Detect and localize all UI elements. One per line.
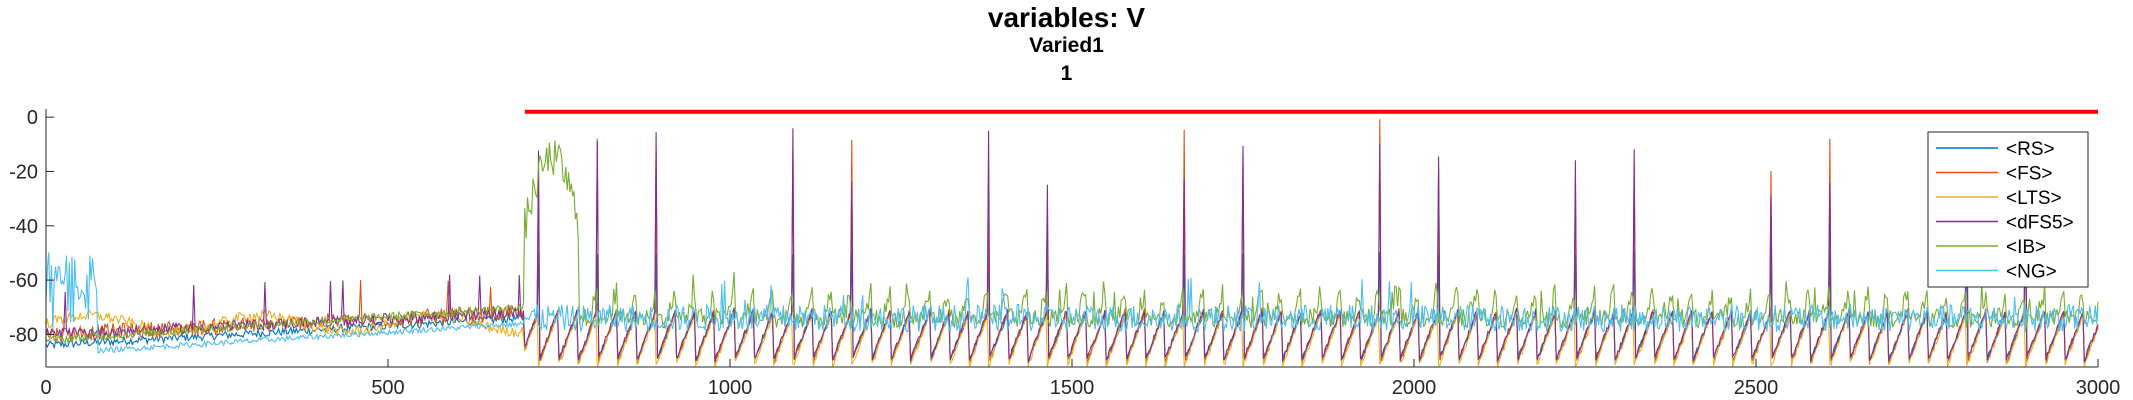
x-tick-label: 1500 — [1050, 377, 1095, 399]
legend-box — [1927, 131, 2089, 288]
legend-label: <dFS5> — [2006, 213, 2074, 234]
series-layer — [45, 119, 2099, 369]
axes-layer: 0 500 1000 1500 2000 2500 3000 0 -20 -40 -60 -80 — [9, 107, 2120, 399]
series-line-lts — [45, 308, 2099, 369]
series-line-dfs5 — [45, 128, 2099, 363]
chart-subtitle-index: 1 — [1060, 62, 1073, 85]
x-tick-label: 1000 — [708, 377, 753, 399]
x-tick-label: 2500 — [1734, 377, 1779, 399]
x-tick-label: 2000 — [1392, 377, 1437, 399]
y-tick-label: 0 — [27, 107, 38, 129]
legend-label: <LTS> — [2006, 188, 2062, 209]
legend-label: <IB> — [2006, 237, 2046, 258]
legend-label: <NG> — [2006, 262, 2057, 283]
legend: <RS> <FS> <LTS> <dFS5> <IB> <NG> — [1927, 131, 2089, 288]
chart-subtitle-varied: Varied1 — [1029, 34, 1104, 57]
legend-label: <RS> — [2006, 139, 2055, 160]
x-tick-label: 3000 — [2076, 377, 2121, 399]
y-tick-label: -80 — [9, 324, 38, 346]
legend-label: <FS> — [2006, 164, 2052, 185]
x-tick-label: 500 — [371, 377, 404, 399]
chart-title: variables: V — [987, 2, 1146, 33]
y-tick-label: -40 — [9, 216, 38, 238]
series-line-ng — [45, 252, 2099, 354]
x-tick-label: 0 — [40, 377, 51, 399]
y-tick-label: -60 — [9, 270, 38, 292]
y-tick-label: -20 — [9, 161, 38, 183]
